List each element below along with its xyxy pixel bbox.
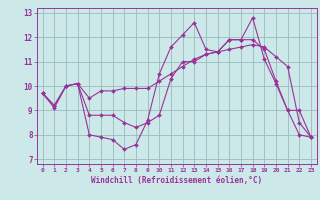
X-axis label: Windchill (Refroidissement éolien,°C): Windchill (Refroidissement éolien,°C) xyxy=(91,176,262,185)
